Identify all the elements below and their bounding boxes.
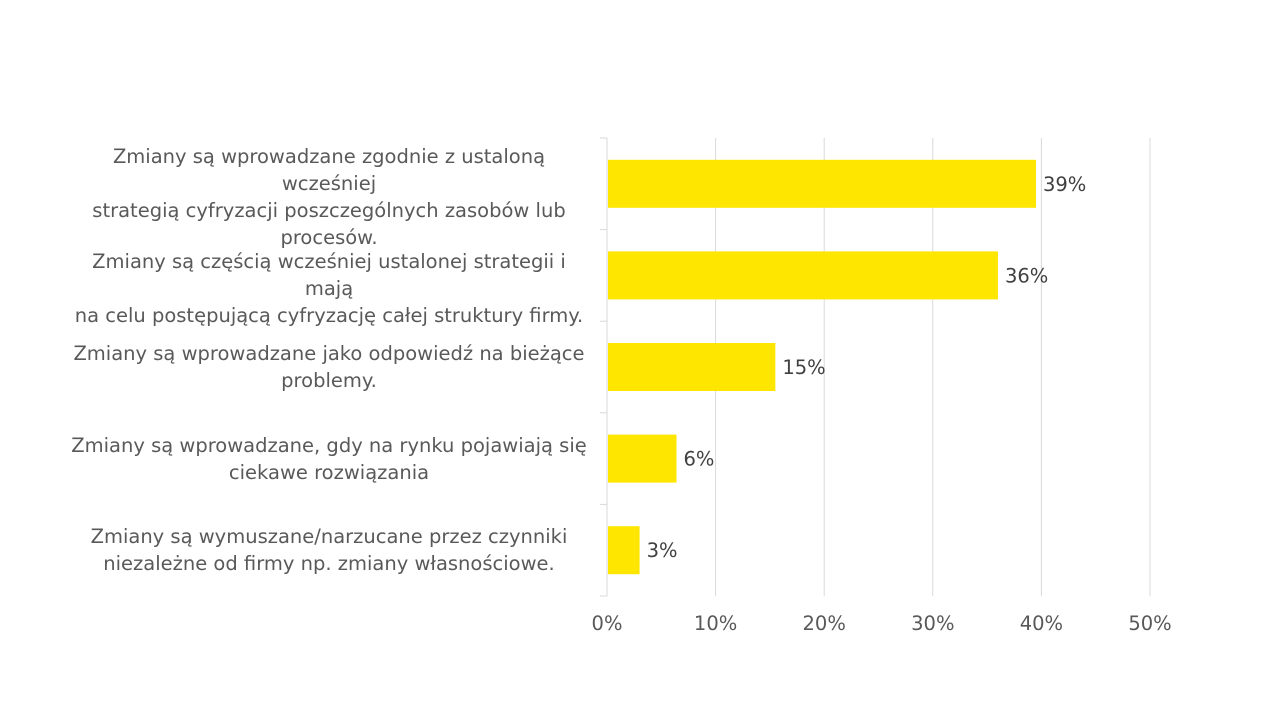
bar <box>608 526 640 575</box>
bar <box>608 434 677 483</box>
data-label: 36% <box>1005 264 1048 287</box>
data-label: 39% <box>1043 173 1086 196</box>
category-label-line: na celu postępującą cyfryzację całej str… <box>74 304 584 328</box>
x-tick-label: 40% <box>1020 612 1063 635</box>
category-label-line: Zmiany są wprowadzane, gdy na rynku poja… <box>71 433 587 457</box>
x-tick-label: 50% <box>1128 612 1171 635</box>
x-tick-label: 20% <box>803 612 846 635</box>
category-label-line: procesów. <box>280 226 378 250</box>
x-tick-label: 30% <box>911 612 954 635</box>
bar <box>608 251 998 300</box>
category-label-line: Zmiany są częścią wcześniej ustalonej st… <box>92 250 566 301</box>
x-tick-label: 10% <box>694 612 737 635</box>
category-label-line: Zmiany są wprowadzane jako odpowiedź na … <box>73 342 585 365</box>
bar <box>608 159 1036 208</box>
data-label: 3% <box>647 539 678 562</box>
x-tick-label: 0% <box>592 612 623 635</box>
category-label: Zmiany są częścią wcześniej ustalonej st… <box>69 248 589 329</box>
category-label-line: Zmiany są wprowadzane zgodnie z ustaloną… <box>112 145 546 196</box>
bar <box>608 343 776 391</box>
category-label: Zmiany są wprowadzane, gdy na rynku poja… <box>69 432 589 486</box>
category-label: Zmiany są wprowadzane zgodnie z ustaloną… <box>69 143 589 251</box>
data-label: 15% <box>782 356 825 379</box>
data-label: 6% <box>684 448 715 471</box>
category-label-line: problemy. <box>281 369 377 392</box>
category-label-line: strategią cyfryzacji poszczególnych zaso… <box>92 199 566 223</box>
category-label-line: ciekawe rozwiązania <box>228 460 430 484</box>
category-label-line: niezależne od firmy np. zmiany własności… <box>103 552 555 576</box>
category-label: Zmiany są wymuszane/narzucane przez czyn… <box>69 523 589 577</box>
category-label-line: Zmiany są wymuszane/narzucane przez czyn… <box>90 525 568 549</box>
category-label: Zmiany są wprowadzane jako odpowiedź na … <box>69 340 589 394</box>
